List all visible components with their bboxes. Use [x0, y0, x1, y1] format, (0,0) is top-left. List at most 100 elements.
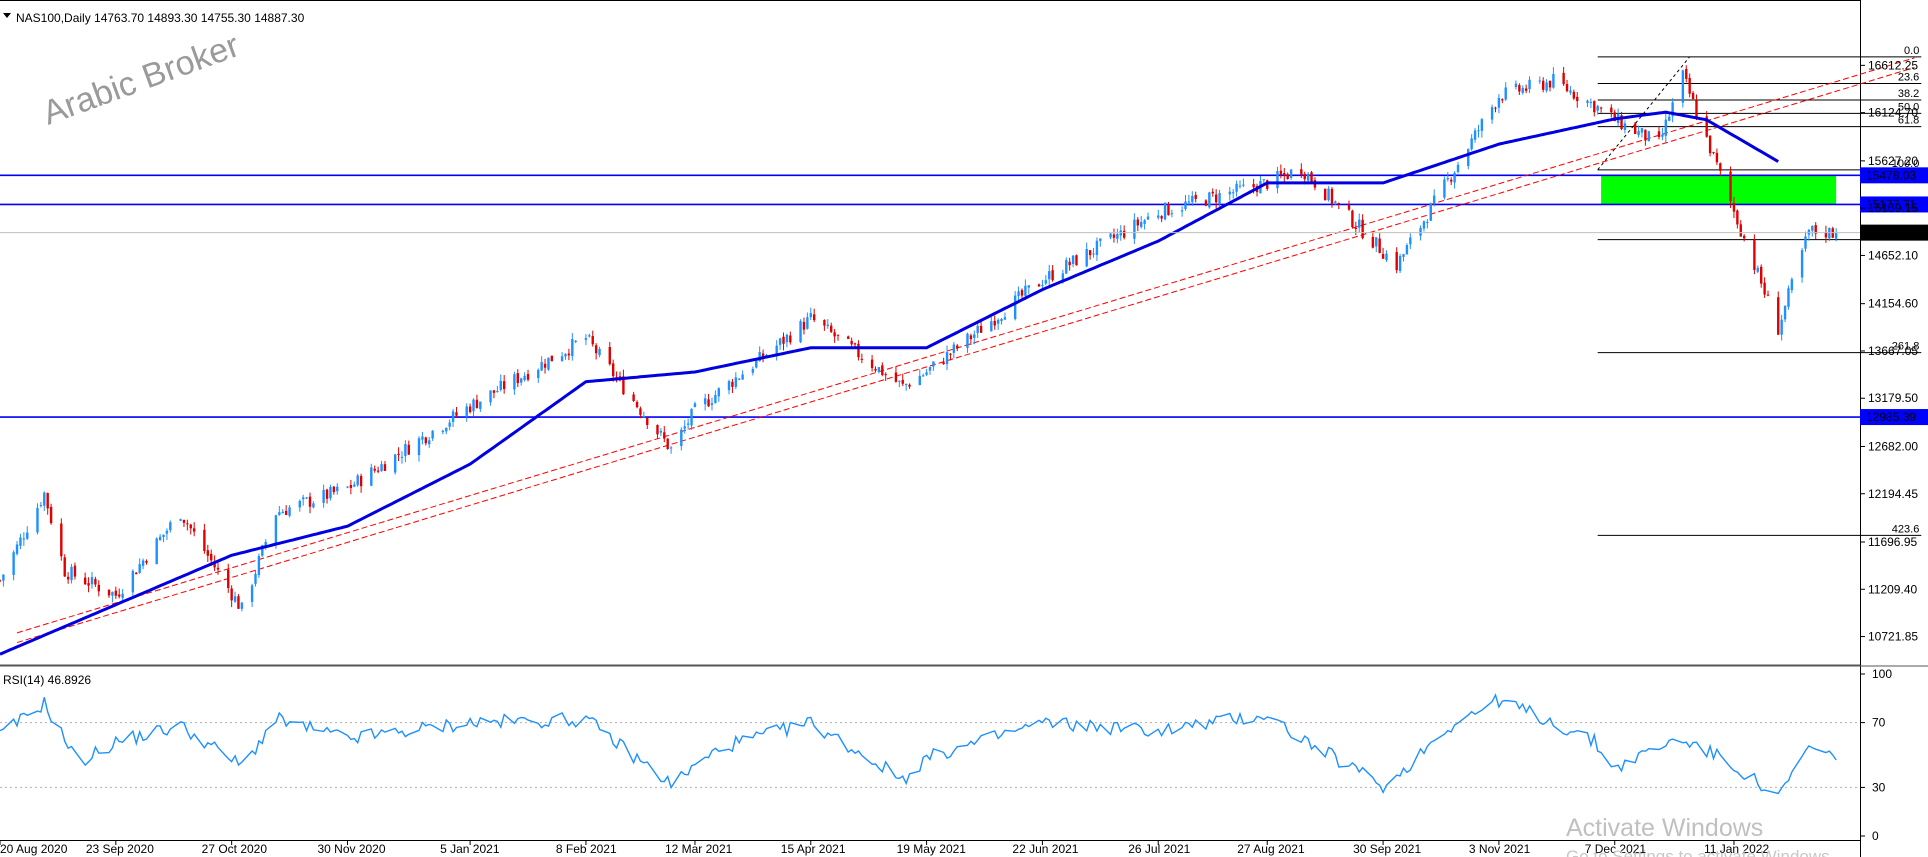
candle-body [1092, 253, 1095, 255]
candle-body [550, 355, 554, 362]
candle-body [1576, 96, 1579, 102]
candle-body [1214, 194, 1218, 203]
candle-body [1756, 267, 1760, 272]
candle-body [1552, 73, 1555, 88]
candle-body [1610, 107, 1613, 113]
candle-body [833, 332, 836, 337]
candle-body [1228, 191, 1231, 195]
horizontal-levels-layer: 15478.03 15177.71 12985.39 [0, 167, 1928, 426]
candle-body [738, 378, 741, 380]
candle-body [952, 344, 956, 353]
candle-body [1528, 79, 1531, 90]
time-tick-label: 5 Jan 2021 [440, 842, 500, 856]
candle-body [979, 325, 983, 333]
candle-body [1112, 234, 1116, 238]
candle-body [1235, 183, 1238, 192]
price-tick-label: 14652.10 [1868, 248, 1918, 262]
candle-body [956, 345, 959, 349]
candle-body [523, 375, 526, 380]
time-tick-label: 23 Sep 2020 [86, 842, 154, 856]
rsi-tick-label: 70 [1872, 716, 1886, 730]
candle-body [809, 313, 812, 318]
candle-body [1657, 131, 1661, 138]
candle-body [921, 375, 925, 377]
candle-body [1548, 80, 1552, 88]
candle-body [373, 468, 376, 471]
candle-body [499, 380, 502, 390]
candle-body [1167, 204, 1170, 216]
candle-body [1490, 107, 1494, 120]
candle-body [894, 372, 898, 382]
candle-body [1238, 185, 1242, 187]
candle-body [1242, 184, 1245, 186]
candle-body [830, 325, 833, 332]
candle-body [397, 453, 400, 456]
candle-body [1712, 152, 1715, 154]
candle-body [666, 438, 669, 450]
candle-body [417, 438, 421, 456]
candle-body [669, 447, 673, 449]
candle-body [1419, 227, 1422, 236]
candle-body [571, 339, 574, 357]
candle-body [1545, 82, 1548, 91]
candle-body [1405, 245, 1409, 255]
chevron-down-icon[interactable] [3, 13, 11, 18]
candle-body [932, 361, 935, 367]
candle-body [703, 398, 707, 405]
time-tick-label: 27 Aug 2021 [1237, 842, 1305, 856]
supply-zone [1601, 175, 1837, 205]
candle-body [400, 456, 404, 458]
candle-body [332, 486, 336, 493]
candle-body [492, 390, 496, 393]
channel-line [16, 57, 1915, 634]
candle-body [976, 325, 979, 333]
candle-body [1647, 131, 1650, 142]
candle-body [1668, 116, 1671, 121]
candle-body [121, 593, 124, 598]
candle-body [1729, 171, 1732, 202]
candle-body [421, 436, 424, 440]
candle-body [407, 444, 410, 455]
last-price-layer: 14887.30 [0, 224, 1928, 241]
candle-body [479, 401, 482, 409]
candle-body [162, 534, 165, 538]
candle-body [1075, 255, 1078, 266]
price-axis: 16612.25 16124.70 15627.20 15139.15 14652.10… [1860, 58, 1918, 644]
candle-body [1398, 256, 1402, 271]
horizontal-level-tag [1860, 167, 1928, 184]
price-tick-label: 13179.50 [1868, 391, 1918, 405]
candle-body [1790, 279, 1794, 291]
symbol-header: NAS100,Daily 14763.70 14893.30 14755.30 … [3, 11, 305, 25]
time-tick-label: 11 Jan 2022 [1704, 842, 1769, 856]
candle-body [1450, 179, 1453, 182]
price-tick-label: 15139.15 [1868, 201, 1918, 215]
fib-level-label: 0.0 [1904, 45, 1919, 57]
candle-body [850, 340, 853, 345]
candle-body [1347, 204, 1351, 210]
fib-level-label: 61.8 [1898, 115, 1919, 127]
candle-body [853, 343, 857, 345]
candle-body [1501, 99, 1504, 101]
candle-body [1671, 102, 1674, 117]
time-tick-label: 20 Aug 2020 [0, 842, 68, 856]
candle-body [1303, 173, 1306, 180]
candle-body [1753, 240, 1756, 270]
rsi-tick-label: 100 [1872, 667, 1892, 681]
candle-body [22, 538, 26, 540]
candle-body [298, 500, 301, 508]
candle-body [918, 375, 921, 386]
candle-body [353, 484, 356, 487]
candle-body [15, 544, 19, 554]
candle-body [1596, 106, 1599, 111]
candle-body [1569, 90, 1572, 93]
last-price-label: 14887.30 [1866, 226, 1916, 240]
candle-body [94, 578, 97, 585]
time-tick-label: 19 May 2021 [897, 842, 967, 856]
rsi-pane [0, 693, 1860, 795]
candle-body [540, 361, 543, 371]
candle-body [448, 422, 451, 427]
candle-body [1310, 172, 1313, 182]
candle-body [1276, 171, 1279, 189]
candle-body [502, 381, 506, 390]
